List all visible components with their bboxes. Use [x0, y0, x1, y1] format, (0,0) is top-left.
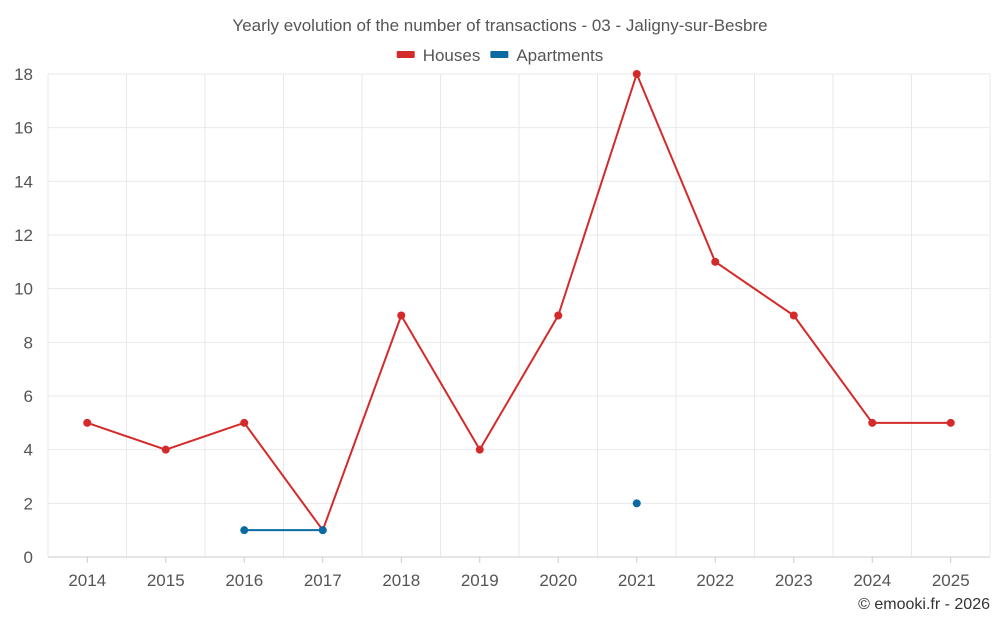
data-point-houses-2021 — [632, 70, 641, 78]
y-tick-label-6: 6 — [24, 387, 33, 406]
y-tick-label-0: 0 — [24, 548, 33, 567]
y-tick-label-8: 8 — [24, 333, 33, 352]
x-tick-label-2019: 2019 — [461, 571, 499, 590]
legend-swatch-houses — [396, 51, 415, 58]
legend-label-apartments: Apartments — [516, 46, 603, 65]
y-tick-label-10: 10 — [14, 280, 33, 299]
data-point-apartments-2016 — [240, 526, 249, 535]
gridlines — [47, 73, 991, 557]
series-line-houses — [86, 73, 951, 532]
x-tick-label-2020: 2020 — [539, 571, 577, 590]
x-tick-label-2021: 2021 — [618, 571, 656, 590]
data-point-houses-2022 — [711, 257, 720, 266]
legend-item-houses: Houses — [396, 46, 481, 65]
series-houses — [83, 70, 955, 535]
x-tick-label-2017: 2017 — [304, 571, 342, 590]
data-point-houses-2023 — [789, 311, 798, 320]
y-tick-label-16: 16 — [14, 119, 33, 138]
x-tick-label-2025: 2025 — [932, 571, 970, 590]
y-tick-label-12: 12 — [14, 226, 33, 245]
x-tick-label-2022: 2022 — [696, 571, 734, 590]
legend-item-apartments: Apartments — [490, 46, 603, 65]
y-tick-label-14: 14 — [14, 172, 33, 191]
x-tick-label-2015: 2015 — [147, 571, 185, 590]
data-point-apartments-2021 — [632, 499, 641, 508]
y-tick-label-18: 18 — [14, 65, 33, 84]
x-tick-label-2018: 2018 — [382, 571, 420, 590]
x-tick-label-2014: 2014 — [68, 571, 106, 590]
data-point-houses-2018 — [397, 311, 406, 320]
data-point-houses-2019 — [475, 445, 484, 454]
data-point-houses-2024 — [868, 418, 877, 427]
x-tick-label-2023: 2023 — [775, 571, 813, 590]
data-point-apartments-2017 — [318, 526, 327, 535]
data-point-houses-2016 — [240, 418, 249, 427]
legend-swatch-apartments — [490, 51, 509, 58]
y-tick-label-4: 4 — [24, 441, 33, 460]
series-apartments — [240, 499, 641, 535]
legend-label-houses: Houses — [423, 46, 481, 65]
data-point-houses-2014 — [83, 418, 92, 427]
y-tick-label-2: 2 — [24, 494, 33, 513]
credit-text: © emooki.fr - 2026 — [858, 596, 990, 613]
series-group — [83, 70, 955, 535]
data-point-houses-2015 — [161, 445, 170, 454]
x-tick-label-2016: 2016 — [225, 571, 263, 590]
legend: Houses Apartments — [396, 46, 603, 65]
chart-title: Yearly evolution of the number of transa… — [232, 16, 767, 35]
data-point-houses-2025 — [946, 418, 955, 427]
axes: 0 2 4 6 8 10 12 14 16 18 2014 2015 2016 2017 2018 2019 2… — [14, 65, 990, 590]
x-tick-label-2024: 2024 — [853, 571, 891, 590]
data-point-houses-2020 — [554, 311, 563, 320]
